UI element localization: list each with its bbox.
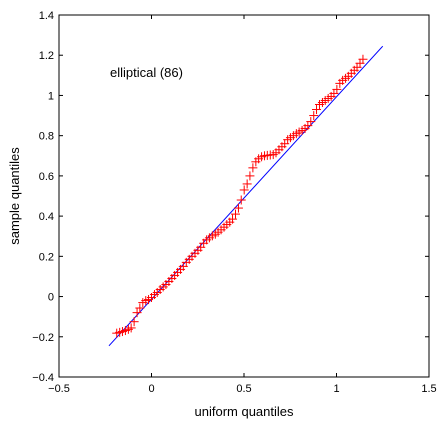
y-axis-ticks: −0.4 −0.2 0 0.2 0.4 0.6 0.8 1 1.2 1.4 [32,10,429,384]
y-tick-label: 1 [48,90,54,102]
sample-point [248,163,258,173]
x-tick-label: 0.5 [236,383,251,395]
sample-point [358,54,368,64]
y-tick-label: 0 [48,292,54,304]
y-tick-label: −0.4 [32,372,54,384]
sample-point [312,105,322,115]
sample-point [228,214,238,224]
y-tick-label: 0.2 [39,251,54,263]
sample-points-layer [112,54,368,338]
x-tick-label: −0.5 [48,383,70,395]
sample-point [242,179,252,189]
x-axis-label: uniform quantiles [195,404,294,419]
x-tick-label: 1.5 [421,383,436,395]
sample-point [233,203,243,213]
sample-point [332,84,342,94]
sample-point [126,323,136,333]
y-tick-label: −0.2 [32,332,54,344]
sample-point [245,171,255,181]
x-tick-label: 0 [148,383,154,395]
sample-point [230,209,240,219]
y-tick-label: 1.4 [39,10,54,22]
sample-point [132,308,142,318]
dataset-annotation: elliptical (86) [110,65,183,80]
y-tick-label: 1.2 [39,50,54,62]
y-tick-label: 0.8 [39,131,54,143]
x-axis-ticks: −0.5 0 0.5 1 1.5 [48,15,437,395]
plot-area-frame [58,14,430,378]
x-tick-label: 1 [333,383,339,395]
y-tick-label: 0.4 [39,211,54,223]
y-tick-label: 0.6 [39,171,54,183]
sample-point [135,303,145,313]
sample-point [306,117,316,127]
sample-point [239,185,249,195]
sample-point [309,111,319,121]
sample-point [129,317,139,327]
sample-point [236,195,246,205]
y-axis-label: sample quantiles [7,147,22,245]
